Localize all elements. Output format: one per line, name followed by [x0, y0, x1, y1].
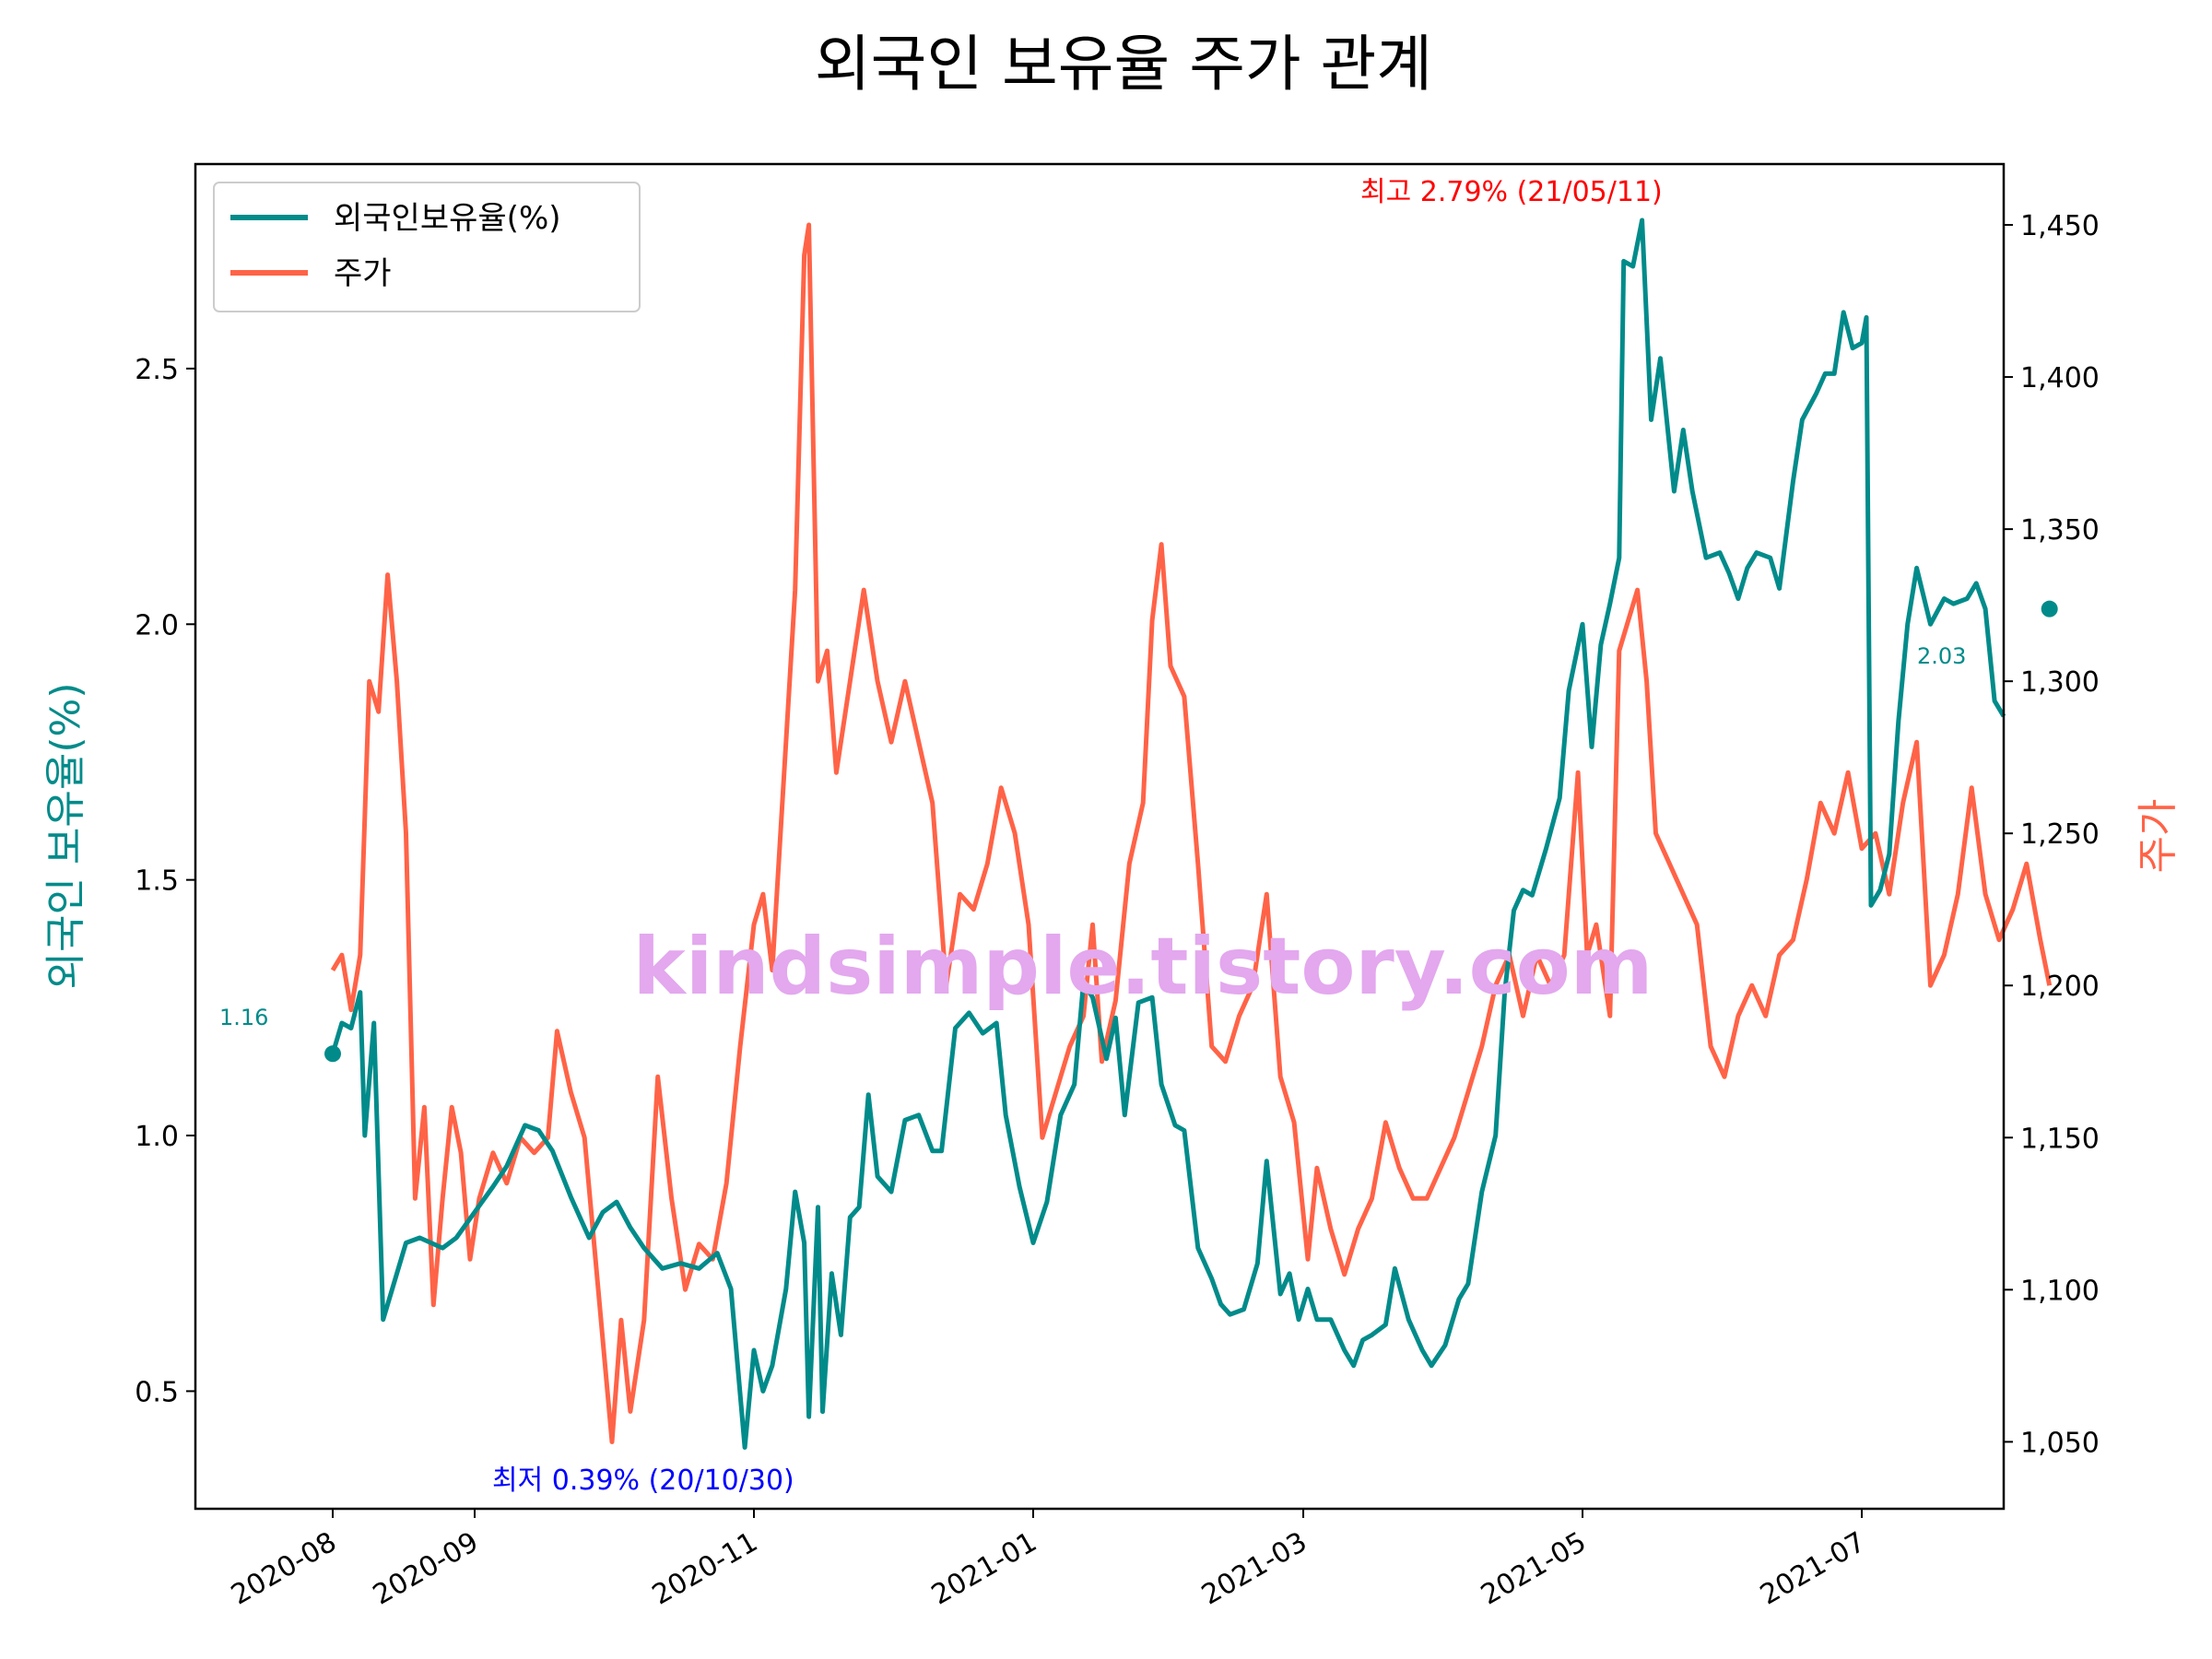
min-annotation: 최저 0.39% (20/10/30) [492, 1465, 794, 1497]
right-tick-label: 1,100 [2020, 1275, 2100, 1307]
x-tick-label: 2020-09 [368, 1526, 484, 1612]
left-tick-label: 1.0 [135, 1121, 179, 1153]
min-annotation-text: 0.39% (20/10/30) [552, 1465, 794, 1497]
end-value-label: 2.03 [1917, 643, 1966, 669]
watermark: kindsimple.tistory.com [633, 921, 1653, 1013]
x-tick-label: 2021-01 [926, 1526, 1042, 1612]
right-tick-label: 1,450 [2020, 210, 2100, 242]
start-annotation: 1.16 [219, 1005, 268, 1030]
right-tick-label: 1,350 [2020, 514, 2100, 547]
right-tick-label: 1,050 [2020, 1427, 2100, 1459]
min-annotation-label: 최저 [492, 1465, 543, 1497]
left-axis: 0.5 1.0 1.5 2.0 2.5 [135, 354, 195, 1408]
start-value-label: 1.16 [219, 1005, 268, 1030]
right-axis-label: 주가 [2135, 799, 2182, 874]
legend: 외국인보유율(%) 주가 [213, 182, 641, 312]
start-marker [324, 1045, 342, 1063]
axes-frame [194, 162, 2006, 1511]
right-tick-label: 1,250 [2020, 818, 2100, 851]
left-tick-label: 2.5 [135, 354, 179, 386]
left-axis-label: 외국인 보유율(%) [42, 682, 89, 989]
right-tick-label: 1,400 [2020, 362, 2100, 394]
x-tick-label: 2020-11 [647, 1526, 763, 1612]
series-line-ratio [330, 218, 2006, 1450]
left-tick-label: 2.0 [135, 609, 179, 641]
chart-title: 외국인 보유율 주가 관계 [815, 29, 1432, 100]
left-tick-label: 0.5 [135, 1376, 179, 1408]
x-tick-label: 2021-05 [1476, 1526, 1592, 1612]
right-tick-label: 1,200 [2020, 971, 2100, 1003]
max-annotation-text: 2.79% (21/05/11) [1420, 176, 1663, 208]
left-tick-label: 1.5 [135, 865, 179, 898]
series-group [324, 218, 2058, 1450]
max-annotation-label: 최고 [1360, 176, 1411, 208]
legend-box [213, 182, 641, 312]
x-tick-label: 2020-08 [226, 1526, 342, 1612]
end-annotation: 2.03 [1917, 643, 1966, 669]
x-tick-label: 2021-07 [1755, 1526, 1871, 1612]
right-axis: 1,050 1,100 1,150 1,200 1,250 1,300 1,350 1,400… [2004, 210, 2100, 1459]
x-tick-label: 2021-03 [1196, 1526, 1312, 1612]
plot-area [324, 218, 2058, 1450]
series-line-price [330, 222, 2053, 1444]
legend-label-price: 주가 [334, 255, 392, 292]
right-tick-label: 1,150 [2020, 1123, 2100, 1155]
right-tick-label: 1,300 [2020, 666, 2100, 699]
x-axis: 2020-08 2020-09 2020-11 2021-01 2021-03 2021-… [226, 1509, 1871, 1612]
end-marker [2041, 600, 2058, 618]
legend-label-ratio: 외국인보유율(%) [334, 200, 561, 237]
max-annotation: 최고 2.79% (21/05/11) [1360, 176, 1663, 208]
